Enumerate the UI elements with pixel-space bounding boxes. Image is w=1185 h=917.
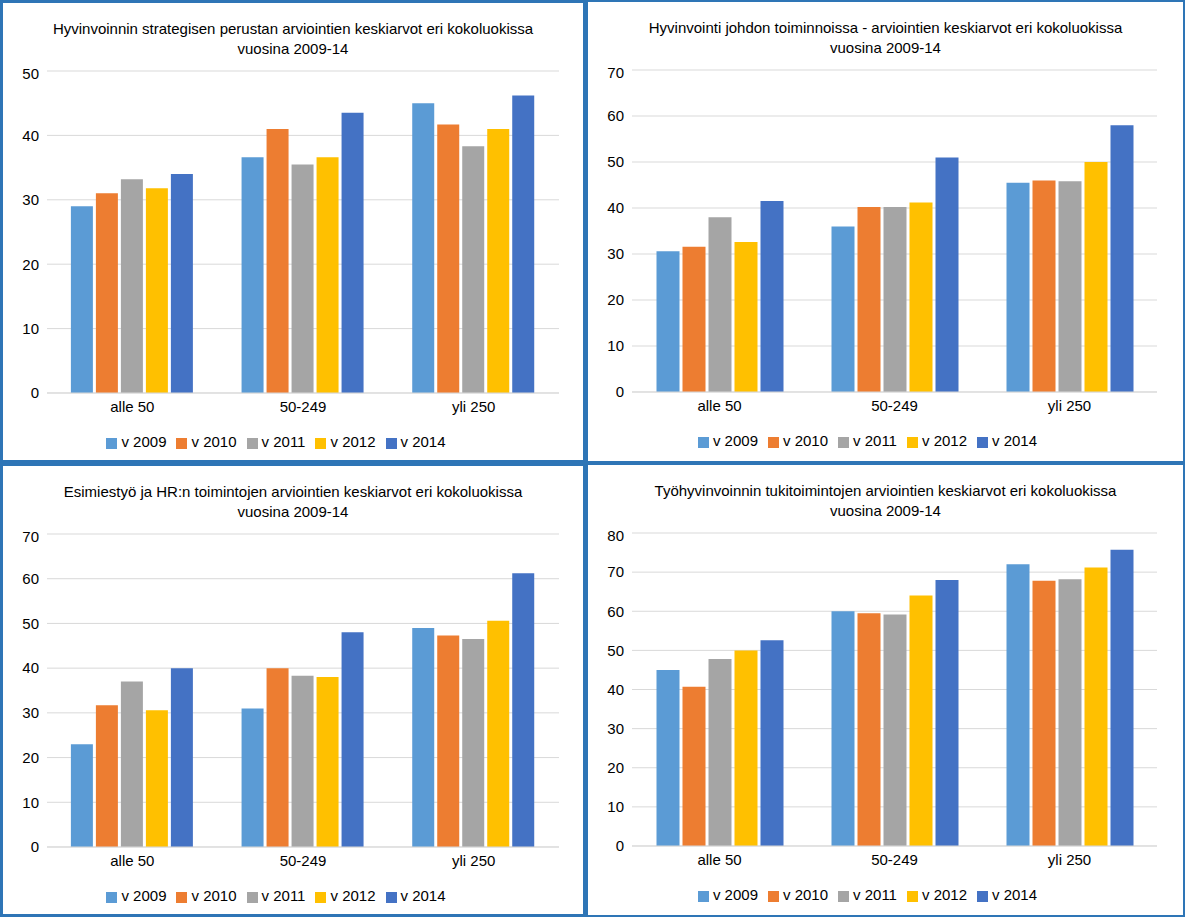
svg-text:30: 30 [607,245,624,262]
svg-text:60: 60 [607,603,624,620]
svg-text:yli 250: yli 250 [452,852,495,869]
html-text:v 2012: v 2012 [330,433,376,450]
svg-text:10: 10 [22,320,39,337]
svg-text:50: 50 [607,642,624,659]
svg-text:40: 40 [22,127,39,144]
svg-text:10: 10 [22,794,39,811]
html-text:v 2010: v 2010 [783,432,828,449]
svg-text:alle 50: alle 50 [697,397,741,414]
svg-text:30: 30 [22,704,39,721]
svg-text:10: 10 [607,337,624,354]
html-text:v 2009: v 2009 [121,433,167,450]
html-text:Hyvinvoinnin strategisen perus: Hyvinvoinnin strategisen perustan arvioi… [52,20,534,57]
svg-text:50: 50 [607,153,624,170]
svg-text:40: 40 [607,199,624,216]
html-text:v 2009: v 2009 [712,886,758,903]
svg-text:20: 20 [607,759,624,776]
html-text:v 2014: v 2014 [400,433,446,450]
html-text:v 2012: v 2012 [922,886,967,903]
html-text:v 2009: v 2009 [712,432,758,449]
html-text:v 2011: v 2011 [261,887,306,904]
html-text:v 2014: v 2014 [992,886,1038,903]
html-text:v 2011: v 2011 [853,432,897,449]
svg-text:50-249: 50-249 [871,851,918,868]
html-text:v 2011: v 2011 [261,433,306,450]
svg-text:alle 50: alle 50 [110,852,154,869]
html-text:v 2014: v 2014 [400,887,446,904]
svg-text:70: 70 [607,64,624,81]
svg-text:60: 60 [22,570,39,587]
svg-text:yli 250: yli 250 [1048,397,1091,414]
svg-text:50-249: 50-249 [280,398,327,415]
svg-text:20: 20 [22,256,39,273]
svg-text:20: 20 [22,749,39,766]
svg-text:0: 0 [31,384,39,401]
html-text:v 2012: v 2012 [330,887,376,904]
svg-text:30: 30 [607,720,624,737]
html-text:v 2010: v 2010 [783,886,828,903]
html-text:Hyvinvointi johdon toiminnoiss: Hyvinvointi johdon toiminnoissa - arvioi… [648,19,1123,56]
svg-text:0: 0 [616,837,624,854]
svg-text:50: 50 [22,615,39,632]
svg-text:yli 250: yli 250 [1048,851,1091,868]
html-text:Esimiestyö ja HR:n toimintojen: Esimiestyö ja HR:n toimintojen arviointi… [63,483,523,520]
svg-text:40: 40 [22,659,39,676]
svg-text:10: 10 [607,798,624,815]
svg-text:50-249: 50-249 [871,397,918,414]
html-text:v 2010: v 2010 [191,887,237,904]
html-text:v 2009: v 2009 [121,887,167,904]
html-text:v 2011: v 2011 [853,886,897,903]
svg-text:70: 70 [607,563,624,580]
svg-text:50-249: 50-249 [280,852,327,869]
svg-text:0: 0 [616,383,624,400]
svg-text:70: 70 [22,528,39,545]
svg-text:80: 80 [607,527,624,544]
html-text:v 2010: v 2010 [191,433,237,450]
svg-text:30: 30 [22,191,39,208]
svg-text:50: 50 [22,65,39,82]
html-text:v 2014: v 2014 [992,432,1038,449]
svg-text:alle 50: alle 50 [110,398,154,415]
html-text:Työhyvinvoinnin tukitoimintoje: Työhyvinvoinnin tukitoimintojen arvioint… [654,482,1117,519]
svg-text:40: 40 [607,681,624,698]
svg-text:60: 60 [607,107,624,124]
svg-text:alle 50: alle 50 [697,851,741,868]
svg-text:20: 20 [607,291,624,308]
html-text:v 2012: v 2012 [922,432,967,449]
svg-text:yli 250: yli 250 [452,398,495,415]
svg-text:0: 0 [31,838,39,855]
